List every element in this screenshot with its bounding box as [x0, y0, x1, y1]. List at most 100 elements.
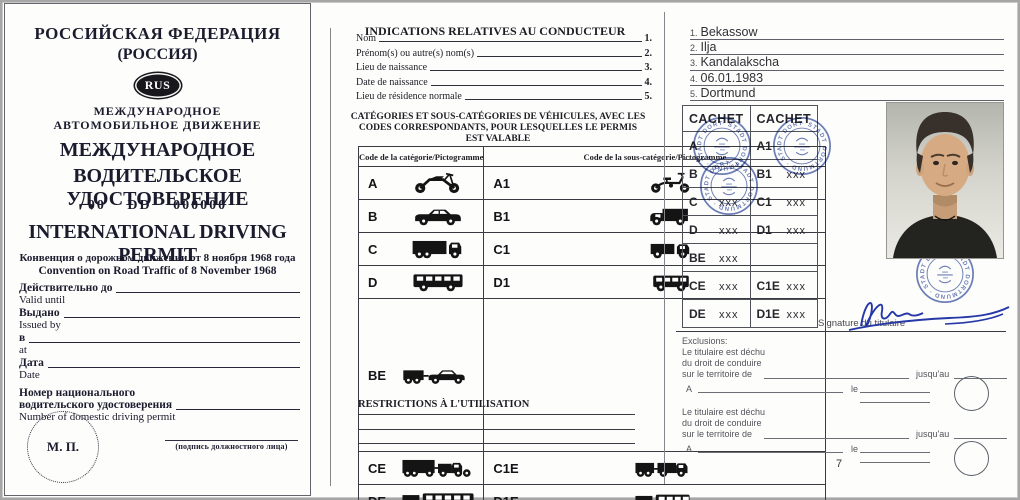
- restrictions-heading: RESTRICTIONS À L'UTILISATION: [358, 399, 530, 410]
- subcategory-code: B1: [756, 166, 772, 181]
- subcategory-code: D1E: [756, 306, 780, 321]
- stadt-dortmund-stamp: [698, 155, 760, 217]
- cover-field: Выдано Issued by: [19, 307, 300, 331]
- subcategory-code: D1: [756, 222, 772, 237]
- category-code: CE: [368, 460, 387, 476]
- subcategory-code: C1: [493, 241, 511, 257]
- cover-page: РОССИЙСКАЯ ФЕДЕРАЦИЯ (РОССИЯ) RUS МЕЖДУН…: [4, 3, 311, 496]
- blank-line: [47, 367, 300, 368]
- holder-field: 1. Bekassow: [690, 25, 1004, 41]
- field-number: 1.: [644, 33, 653, 45]
- blank-line: [954, 438, 1007, 439]
- exclusion-clause-line: du droit de conduire: [682, 358, 762, 368]
- field-value: Bekassow: [700, 25, 758, 39]
- invalid-mark: xxx: [719, 280, 739, 293]
- field-value: Ilja: [700, 40, 717, 55]
- field-label-ru: Действительно до: [19, 282, 113, 294]
- blank-line: [860, 462, 930, 463]
- driver-info-page: INDICATIONS RELATIVES AU CONDUCTEUR Nom …: [330, 0, 827, 500]
- vehicle-pictogram: [399, 364, 477, 386]
- exclusions-heading: Exclusions:: [682, 336, 728, 346]
- field-label-ru: Дата: [19, 357, 44, 369]
- category-column-header: Code de la catégorie/Pictogramme: [357, 146, 485, 167]
- stamp-circle-placeholder: [954, 376, 989, 411]
- stamp-circle-placeholder: [954, 441, 989, 476]
- category-code: BE: [368, 367, 387, 383]
- date-label: le: [851, 444, 859, 454]
- page-fold-line: [664, 12, 665, 484]
- category-code: BE: [689, 250, 706, 265]
- cachet-row: DE xxx D1E xxx: [682, 299, 818, 328]
- permit-serial-number: 00 DD 000000: [87, 198, 228, 213]
- field-number: 3.: [644, 62, 653, 74]
- jusquau-label: jusqu'au: [916, 429, 950, 439]
- holder-field: 5. Dortmund: [690, 86, 1004, 101]
- field-label-ru: водительского удостоверения: [19, 399, 173, 411]
- cover-fields: Действительно до Valid until Выдано Issu…: [19, 282, 300, 382]
- invalid-mark: xxx: [719, 224, 739, 237]
- field-label-en: at: [19, 344, 27, 356]
- vehicle-pictogram: [410, 172, 466, 194]
- field-number: 4.: [690, 73, 698, 84]
- invalid-mark: xxx: [786, 224, 806, 237]
- driver-info-field: Nom 1.: [356, 30, 652, 44]
- official-signature-area: (подпись должностного лица): [165, 440, 298, 451]
- subcategory-code: C1E: [493, 460, 519, 476]
- subcategory-code: A1: [493, 175, 511, 191]
- place-label: A: [686, 444, 693, 454]
- category-code: DE: [368, 494, 396, 500]
- driver-info-field: Prénom(s) ou autre(s) nom(s) 2.: [356, 44, 652, 59]
- subcategory-code: A1: [756, 138, 772, 153]
- vehicle-table-row: CE C1E: [357, 451, 827, 485]
- jusquau-label: jusqu'au: [916, 369, 950, 379]
- holder-fields: 1. Bekassow 2. Ilja 3. Kandalakscha 4. 0…: [690, 25, 1004, 101]
- rus-badge-label: RUS: [144, 78, 171, 92]
- holder-field: 2. Ilja: [690, 40, 1004, 56]
- field-label: Date de naissance: [356, 76, 428, 88]
- field-number: 5.: [690, 88, 698, 99]
- vehicle-pictogram: [399, 457, 477, 479]
- blank-line: [860, 452, 930, 453]
- driver-info-heading: INDICATIONS RELATIVES AU CONDUCTEUR: [364, 24, 626, 38]
- official-seal-placeholder: М. П.: [27, 411, 99, 483]
- subcategory-code: B1: [493, 208, 511, 224]
- field-value: Kandalakscha: [700, 55, 780, 70]
- driver-info-fields: Nom 1. Prénom(s) ou autre(s) nom(s) 2. L…: [356, 30, 652, 102]
- field-label-en: Valid until: [19, 294, 66, 306]
- subcategory-code: C1: [756, 194, 772, 209]
- field-label: Lieu de résidence normale: [356, 90, 462, 102]
- vehicle-pictogram: [410, 271, 466, 293]
- exclusion-clause-line: Le titulaire est déchu: [682, 347, 766, 357]
- category-code: D: [689, 222, 698, 237]
- stadt-dortmund-stamp: [771, 115, 833, 177]
- blank-line: [379, 41, 642, 43]
- holder-field: 3. Kandalakscha: [690, 55, 1004, 71]
- invalid-mark: xxx: [786, 308, 806, 321]
- cachet-row: BE xxx: [682, 243, 818, 272]
- cover-field: в at: [19, 332, 300, 356]
- field-number: 4.: [644, 76, 653, 88]
- blank-line: [698, 452, 843, 453]
- driver-info-field: Lieu de naissance 3.: [356, 59, 652, 73]
- subcategory-code: D1: [493, 274, 511, 290]
- seal-label: М. П.: [46, 439, 80, 454]
- section-divider-line: [676, 331, 1006, 332]
- portrait-illustration: [887, 103, 1003, 258]
- invalid-mark: xxx: [719, 308, 739, 321]
- field-label: Prénom(s) ou autre(s) nom(s): [356, 47, 475, 59]
- blank-line: [29, 342, 300, 343]
- blank-line: [63, 317, 300, 318]
- intl-traffic-line1: МЕЖДУНАРОДНОЕ: [93, 104, 222, 118]
- categories-heading: CATÉGORIES ET SOUS-CATÉGORIES DE VÉHICUL…: [350, 112, 646, 144]
- holder-field: 4. 06.01.1983: [690, 71, 1004, 86]
- blank-line: [764, 438, 909, 439]
- vehicle-pictogram: [410, 205, 466, 227]
- driver-info-field: Lieu de résidence normale 5.: [356, 88, 652, 102]
- field-number: 1.: [690, 28, 698, 38]
- exclusion-clause-line: sur le territoire de: [682, 369, 753, 379]
- convention-line-ru: Конвенция о дорожном движении от 8 ноябр…: [19, 252, 296, 264]
- portrait-photo: [886, 102, 1004, 259]
- field-value: 06.01.1983: [700, 70, 764, 85]
